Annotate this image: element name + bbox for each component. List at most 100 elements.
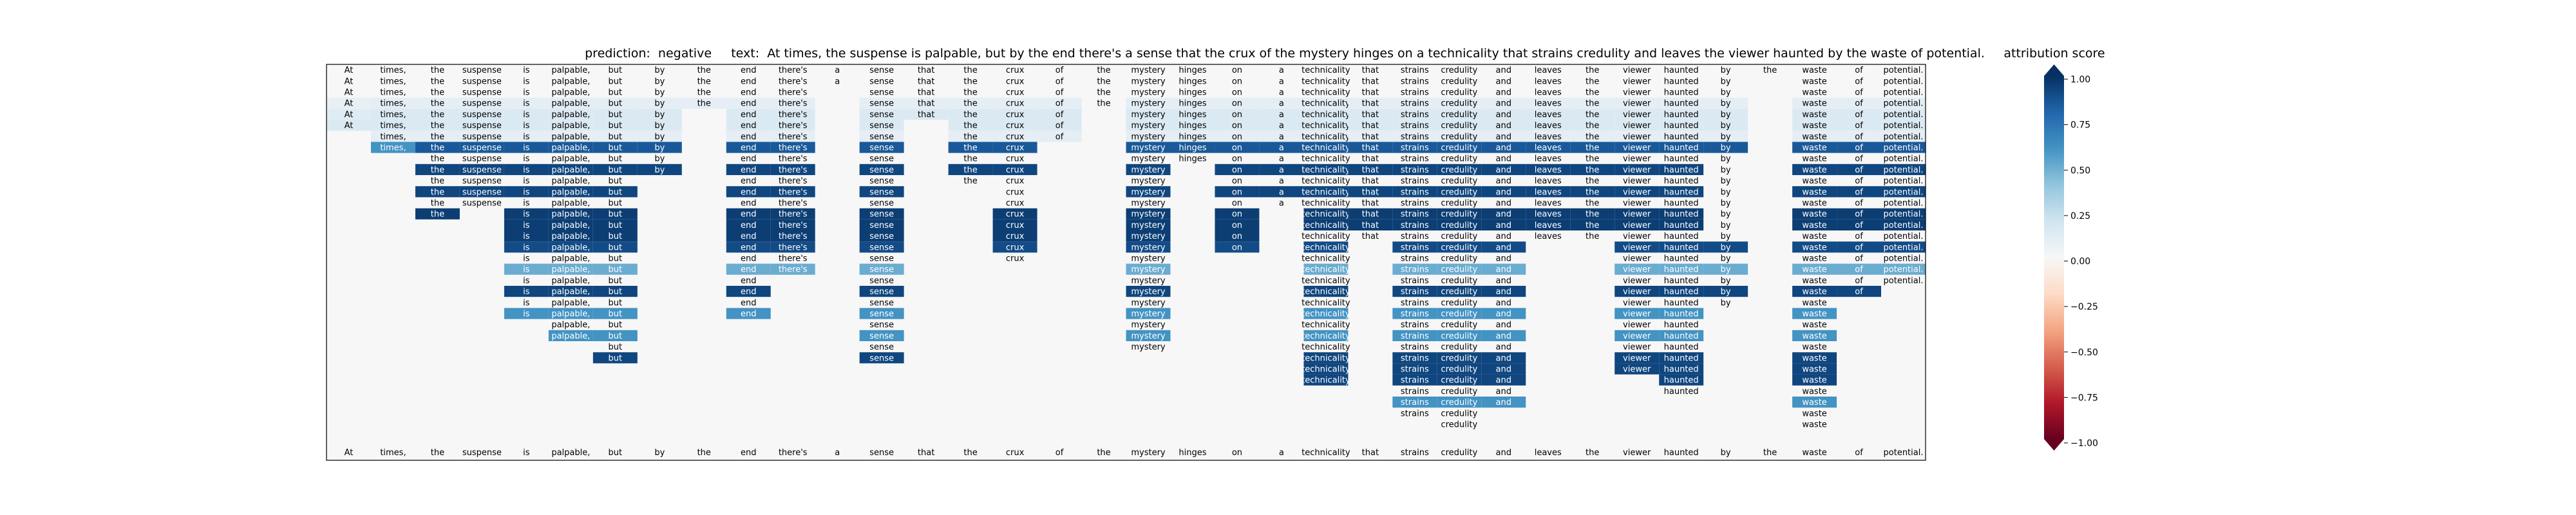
cell-word-label: a (1279, 144, 1284, 153)
cell-word-label: strains (1401, 310, 1429, 319)
cell-word-label: crux (1006, 199, 1025, 209)
heatmap-cell (415, 164, 460, 175)
cell-word-label: is (523, 165, 530, 175)
heatmap-row: technicality strains credulity and haunted wa… (1302, 374, 1837, 386)
heatmap-cell (1792, 352, 1837, 364)
cell-word-label: sense (869, 144, 894, 153)
heatmap-cell (592, 219, 638, 230)
heatmap-cell (770, 263, 815, 275)
cell-word-label: strains (1401, 265, 1429, 275)
heatmap-cell (1215, 186, 1260, 198)
cell-word-label: strains (1401, 365, 1429, 375)
cell-word-label: potential. (1884, 243, 1924, 252)
cell-word-label: viewer (1623, 165, 1651, 175)
heatmap-cell (1348, 219, 1393, 230)
colorbar-min-arrow (2044, 439, 2064, 451)
cell-word-label: that (918, 66, 934, 75)
cell-word-label: viewer (1623, 66, 1651, 75)
x-tick-label: there's (779, 448, 808, 458)
heatmap-cell (1348, 142, 1393, 153)
heatmap-cell (637, 131, 682, 142)
cell-word-label: the (1586, 110, 1599, 120)
cell-word-label: there's (779, 77, 808, 86)
cell-word-label: At (345, 110, 354, 120)
heatmap-cell (1392, 142, 1437, 153)
cell-word-label: there's (779, 210, 808, 220)
cell-word-label: the (1586, 187, 1599, 197)
heatmap-cell (1303, 330, 1349, 341)
cell-word-label: end (741, 221, 757, 230)
cell-word-label: there's (779, 165, 808, 175)
cell-word-label: haunted (1664, 276, 1699, 286)
cell-word-label: by (1721, 232, 1731, 241)
cell-word-label: haunted (1664, 77, 1699, 86)
heatmap-cell (415, 131, 460, 142)
heatmap-cell (592, 108, 638, 120)
cell-word-label: of (1855, 210, 1863, 220)
cell-word-label: strains (1401, 243, 1429, 252)
heatmap-cell (370, 142, 415, 153)
heatmap-cell (415, 108, 460, 120)
cell-word-label: mystery (1131, 121, 1166, 131)
cell-word-label: but (609, 254, 623, 264)
cell-word-label: end (741, 232, 757, 241)
cell-word-label: sense (869, 99, 894, 109)
cell-word-label: waste (1802, 165, 1826, 175)
cell-word-label: strains (1401, 210, 1429, 220)
heatmap-cell (1170, 97, 1215, 109)
heatmap-cell (1481, 363, 1526, 375)
x-tick-label: credulity (1441, 448, 1477, 458)
heatmap-cell (1170, 142, 1215, 153)
cell-word-label: end (741, 66, 757, 75)
cell-word-label: of (1056, 121, 1064, 131)
heatmap-row: but sense mystery technicality strains credul… (609, 342, 1827, 352)
cell-word-label: the (1586, 144, 1599, 153)
heatmap-cell (1837, 241, 1882, 253)
cell-word-label: suspense (462, 88, 502, 98)
heatmap-cell (327, 97, 371, 109)
heatmap-cell (1837, 186, 1882, 198)
cell-word-label: mystery (1131, 88, 1166, 98)
cell-word-label: mystery (1131, 165, 1166, 175)
heatmap-cell (548, 286, 593, 297)
heatmap-cell (504, 230, 549, 242)
cell-word-label: mystery (1131, 132, 1166, 142)
cell-word-label: potential. (1884, 265, 1924, 275)
cell-word-label: leaves (1535, 121, 1562, 131)
heatmap-cell (1703, 108, 1748, 120)
heatmap-row: is palpable, but end there's sense crux mystery… (504, 219, 1926, 230)
cell-word-label: there's (779, 221, 808, 230)
cell-word-label: sense (869, 154, 894, 164)
cell-word-label: mystery (1131, 110, 1166, 120)
cell-word-label: suspense (462, 110, 502, 120)
cell-word-label: haunted (1664, 187, 1699, 197)
cell-word-label: haunted (1664, 88, 1699, 98)
heatmap-row: is palpable, but end there's sense crux mystery… (504, 230, 1923, 242)
cell-word-label: there's (779, 99, 808, 109)
cell-word-label: crux (1006, 254, 1025, 264)
cell-word-label: leaves (1535, 187, 1562, 197)
colorbar-tick-label: −0.50 (2070, 348, 2098, 358)
cell-word-label: strains (1401, 110, 1429, 120)
heatmap-cell (1392, 108, 1437, 120)
cell-word-label: haunted (1664, 332, 1699, 341)
cell-word-label: technicality (1302, 199, 1350, 209)
heatmap-cell (548, 108, 593, 120)
cell-word-label: by (654, 121, 665, 131)
cell-word-label: but (609, 243, 623, 252)
x-tick-label: the (1586, 448, 1599, 458)
heatmap-cell (1792, 263, 1837, 275)
cell-word-label: leaves (1535, 232, 1562, 241)
cell-word-label: credulity (1441, 77, 1477, 86)
heatmap-row: is palpable, but end sense mystery technicalit… (504, 286, 1882, 297)
heatmap-cell (1659, 164, 1704, 175)
heatmap-cell (459, 131, 504, 142)
heatmap-cell (1481, 131, 1526, 142)
cell-word-label: crux (1006, 210, 1025, 220)
cell-word-label: sense (869, 110, 894, 120)
cell-word-label: end (741, 276, 757, 286)
heatmap-cell (1481, 308, 1526, 319)
cell-word-label: credulity (1441, 144, 1477, 153)
cell-word-label: mystery (1131, 321, 1166, 330)
cell-word-label: and (1496, 88, 1511, 98)
